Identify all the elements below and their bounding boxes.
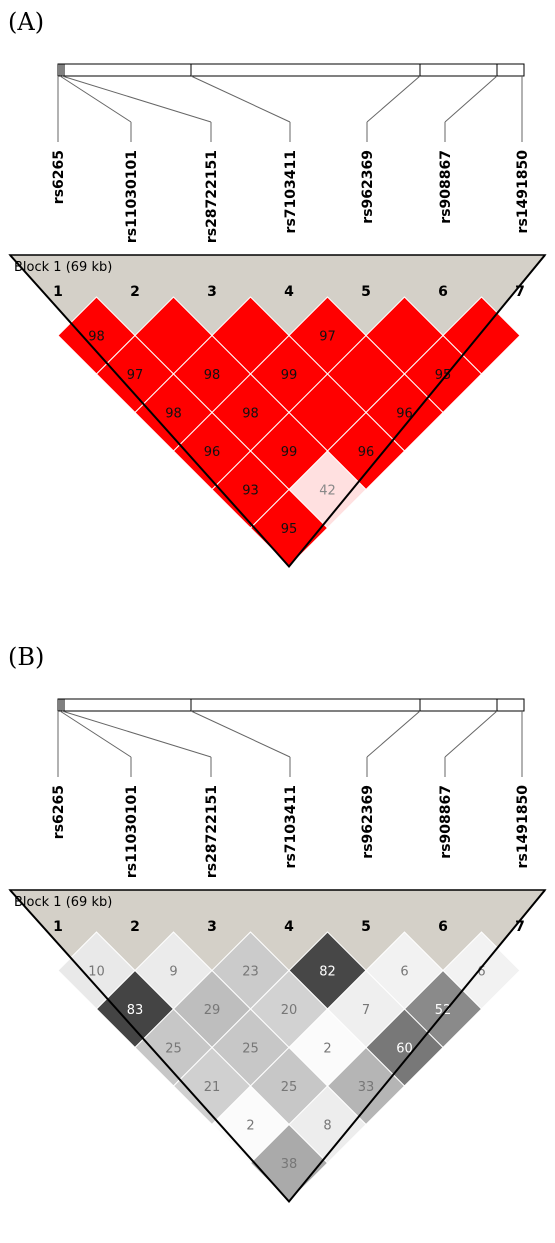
ld-value: 7 [362, 1003, 370, 1018]
marker-index: 7 [515, 919, 525, 935]
snp-label-rs1491850: rs1491850 [515, 150, 531, 234]
snp-label-rs908867: rs908867 [438, 150, 454, 224]
ld-value: 52 [435, 1003, 452, 1018]
ld-value: 99 [281, 368, 298, 383]
snp-connector [444, 710, 498, 758]
marker-index: 6 [438, 284, 448, 300]
ld-value: 25 [281, 1080, 298, 1095]
ld-value: 9 [169, 965, 177, 980]
marker-index: 6 [438, 919, 448, 935]
snp-connector [366, 710, 421, 758]
snp-connector [59, 75, 132, 123]
marker-index: 4 [284, 284, 294, 300]
snp-label-rs28722151: rs28722151 [204, 785, 220, 878]
chromosome-bar [57, 698, 525, 712]
marker-index: 5 [361, 284, 371, 300]
snp-connector [61, 75, 212, 123]
ld-value: 6 [477, 965, 485, 980]
ld-value: 60 [396, 1042, 413, 1057]
marker-index: 2 [130, 919, 140, 935]
snp-connector [190, 710, 291, 758]
snp-label-rs7103411: rs7103411 [283, 785, 299, 868]
ld-value: 98 [204, 368, 221, 383]
snp-connector [444, 75, 498, 123]
ld-value: 83 [127, 1003, 144, 1018]
snp-connector [61, 710, 212, 758]
snp-connector [366, 75, 421, 123]
ld-value: 21 [204, 1080, 221, 1095]
ld-value: 82 [319, 965, 336, 980]
ld-value: 93 [242, 484, 259, 499]
snp-label-rs962369: rs962369 [360, 150, 376, 224]
ld-value: 99 [281, 445, 298, 460]
marker-index: 5 [361, 919, 371, 935]
ld-value: 2 [323, 1042, 331, 1057]
snp-label-rs1491850: rs1491850 [515, 785, 531, 869]
marker-index: 2 [130, 284, 140, 300]
snp-label-rs11030101: rs11030101 [124, 785, 140, 878]
ld-value: 96 [358, 445, 375, 460]
panel-label: (A) [8, 8, 44, 36]
panel-label: (B) [8, 643, 44, 671]
chromosome-bar [57, 63, 525, 77]
marker-index: 1 [53, 919, 63, 935]
ld-value: 95 [281, 522, 298, 537]
ld-value: 95 [435, 368, 452, 383]
ld-value: 8 [323, 1119, 331, 1134]
snp-label-rs11030101: rs11030101 [124, 150, 140, 243]
block-label: Block 1 (69 kb) [14, 260, 112, 275]
triangle-edge [9, 889, 546, 1204]
ld-value: 98 [165, 407, 182, 422]
ld-value: 96 [204, 445, 221, 460]
ld-value: 6 [400, 965, 408, 980]
panel-B: (B) rs6265 rs11030101 rs28722151 rs7103411 rs… [8, 643, 547, 1204]
ld-value: 98 [88, 330, 105, 345]
marker-index: 1 [53, 284, 63, 300]
snp-connector [59, 710, 132, 758]
ld-value: 98 [242, 407, 259, 422]
marker-index: 7 [515, 284, 525, 300]
ld-value: 96 [396, 407, 413, 422]
snp-label-rs7103411: rs7103411 [283, 150, 299, 233]
block-label: Block 1 (69 kb) [14, 895, 112, 910]
ld-value: 25 [165, 1042, 182, 1057]
ld-value: 20 [281, 1003, 298, 1018]
ld-value: 23 [242, 965, 259, 980]
ld-value: 10 [88, 965, 105, 980]
ld-value: 42 [319, 484, 336, 499]
triangle-edge [9, 254, 546, 569]
ld-value: 2 [246, 1119, 254, 1134]
ld-value: 25 [242, 1042, 259, 1057]
ld-value: 38 [281, 1157, 298, 1172]
ld-value: 97 [319, 330, 336, 345]
snp-label-rs6265: rs6265 [51, 785, 67, 839]
marker-index: 4 [284, 919, 294, 935]
panel-A: (A) rs6265 rs11030101 rs28722151 rs7103411 rs… [8, 8, 547, 569]
snp-label-rs6265: rs6265 [51, 150, 67, 204]
snp-label-rs28722151: rs28722151 [204, 150, 220, 243]
snp-label-rs908867: rs908867 [438, 785, 454, 859]
ld-value: 33 [358, 1080, 375, 1095]
snp-connector [190, 75, 291, 123]
marker-index: 3 [207, 919, 217, 935]
marker-index: 3 [207, 284, 217, 300]
ld-value: 97 [127, 368, 144, 383]
ld-value: 29 [204, 1003, 221, 1018]
snp-label-rs962369: rs962369 [360, 785, 376, 859]
